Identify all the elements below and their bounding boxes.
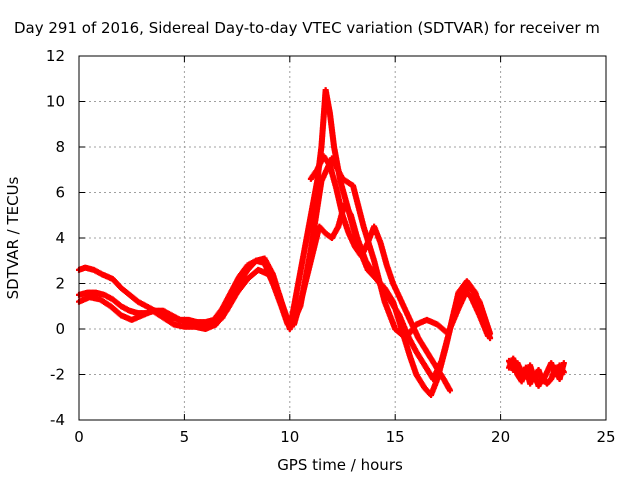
series-6 (506, 355, 567, 389)
y-tick-label: 2 (55, 275, 65, 293)
grid-lines (79, 56, 606, 420)
data-point (560, 360, 567, 367)
x-axis-label: GPS time / hours (277, 456, 403, 474)
x-tick-label: 25 (596, 428, 615, 446)
y-tick-label: -2 (50, 366, 65, 384)
data-point (487, 330, 494, 337)
chart-title: Day 291 of 2016, Sidereal Day-to-day VTE… (14, 19, 600, 37)
x-tick-label: 5 (180, 428, 190, 446)
y-tick-label: 10 (46, 93, 65, 111)
x-tick-label: 0 (74, 428, 84, 446)
y-tick-label: 8 (55, 138, 65, 156)
y-tick-label: 12 (46, 47, 65, 65)
y-axis-label: SDTVAR / TECUs (4, 176, 22, 299)
x-tick-label: 10 (280, 428, 299, 446)
x-tick-label: 15 (386, 428, 405, 446)
data-points (76, 87, 567, 398)
axis-ticks: 0 5 10 15 20 25 -4 -2 0 2 4 6 8 10 12 (46, 47, 616, 446)
y-tick-label: 6 (55, 184, 65, 202)
y-tick-label: 4 (55, 229, 65, 247)
y-tick-label: -4 (50, 411, 65, 429)
x-tick-label: 20 (491, 428, 510, 446)
data-point (447, 387, 454, 394)
y-tick-label: 0 (55, 320, 65, 338)
series-3 (76, 155, 494, 342)
series-4 (307, 153, 454, 394)
